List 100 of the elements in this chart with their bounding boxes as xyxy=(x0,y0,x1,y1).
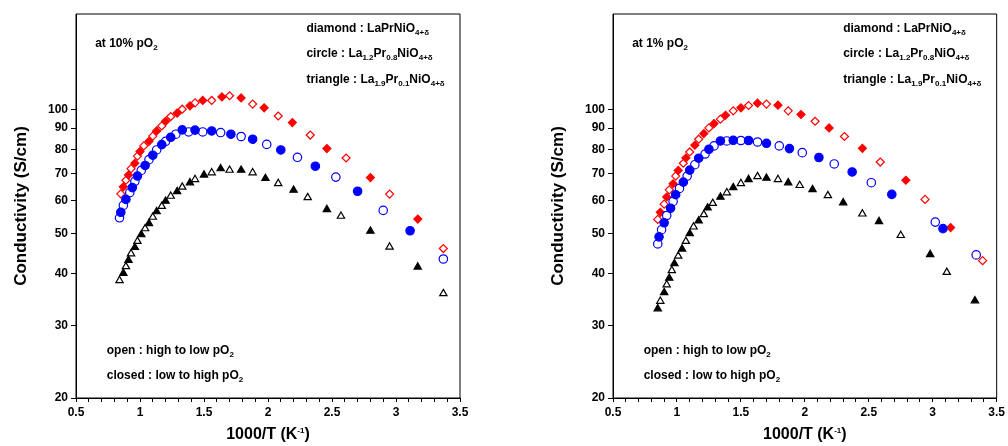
point xyxy=(385,242,394,250)
y-tick-label: 70 xyxy=(54,165,69,180)
point xyxy=(736,103,746,113)
point xyxy=(127,182,138,193)
point xyxy=(774,141,785,151)
annotation: closed : low to high pO$_{2}$ xyxy=(643,368,781,385)
point xyxy=(744,174,753,183)
point xyxy=(274,178,283,187)
y-tick-label: 80 xyxy=(54,141,69,156)
annotation: circle : La$_{1.2}$Pr$_{0.8}$NiO$_{4+δ}$ xyxy=(306,46,433,63)
point xyxy=(673,251,683,259)
point xyxy=(199,170,209,178)
point xyxy=(121,194,131,205)
point xyxy=(689,222,698,230)
x-axis-title: 1000/T (K$^{-1}$) xyxy=(226,425,310,442)
annotation: at 1% pO$_{2}$ xyxy=(632,36,688,53)
point xyxy=(287,118,297,128)
point xyxy=(784,143,795,154)
point xyxy=(207,95,217,106)
point xyxy=(977,256,988,266)
point xyxy=(667,265,677,274)
point xyxy=(259,103,269,113)
point xyxy=(773,100,783,110)
point xyxy=(166,191,175,199)
point xyxy=(783,177,793,186)
point xyxy=(303,192,312,201)
point xyxy=(185,101,195,111)
annotation: triangle : La$_{1.9}$Pr$_{0.1}$NiO$_{4+δ}$ xyxy=(306,72,445,89)
point xyxy=(248,167,257,176)
y-tick-label: 30 xyxy=(54,317,69,332)
point xyxy=(405,225,415,236)
x-tick-label: 1 xyxy=(673,404,681,419)
point xyxy=(670,189,681,200)
point xyxy=(720,110,731,120)
point xyxy=(823,190,833,199)
point xyxy=(942,267,952,275)
x-tick-label: 2.5 xyxy=(323,404,341,419)
point xyxy=(662,279,671,288)
point xyxy=(248,99,258,109)
point xyxy=(378,205,388,216)
annotation: open : high to low pO$_{2}$ xyxy=(643,343,771,360)
point xyxy=(126,164,136,174)
point xyxy=(810,116,820,126)
point xyxy=(133,236,142,244)
point xyxy=(681,236,691,244)
point xyxy=(190,174,200,183)
point xyxy=(165,132,176,143)
point xyxy=(875,157,885,167)
point xyxy=(752,98,763,108)
point xyxy=(814,152,824,163)
x-tick-label: 3 xyxy=(392,404,400,419)
point xyxy=(653,303,662,312)
point xyxy=(276,145,286,155)
point xyxy=(226,129,236,139)
point xyxy=(678,177,689,187)
y-tick-label: 80 xyxy=(591,141,606,156)
point xyxy=(215,127,226,138)
y-tick-label: 20 xyxy=(591,390,606,405)
point xyxy=(677,244,687,252)
annotation: diamond : LaPrNiO$_{4+δ}$ xyxy=(843,20,966,38)
point xyxy=(901,175,911,185)
x-axis-title: 1000/T (K$^{-1}$) xyxy=(763,425,847,442)
point xyxy=(322,143,332,154)
point xyxy=(305,130,315,140)
point xyxy=(130,242,140,251)
y-tick-label: 40 xyxy=(591,265,606,280)
point xyxy=(152,206,161,215)
point xyxy=(665,203,676,213)
point xyxy=(119,268,128,276)
x-tick-label: 2 xyxy=(264,404,272,419)
point xyxy=(829,159,840,169)
point xyxy=(925,249,935,258)
point xyxy=(352,186,363,197)
x-tick-label: 3.5 xyxy=(451,404,469,419)
point xyxy=(715,136,726,146)
point xyxy=(938,223,948,234)
point xyxy=(166,111,176,122)
point xyxy=(659,287,669,296)
point xyxy=(930,217,941,227)
point xyxy=(144,136,154,146)
point xyxy=(261,173,270,182)
point xyxy=(236,165,246,173)
point xyxy=(685,147,695,157)
point xyxy=(172,186,182,195)
point xyxy=(157,201,166,210)
y-tick-label: 90 xyxy=(54,120,69,135)
point xyxy=(178,182,187,190)
annotation: at 10% pO$_{2}$ xyxy=(95,36,158,53)
point xyxy=(886,189,897,200)
annotation: closed : low to high pO$_{2}$ xyxy=(106,368,244,385)
point xyxy=(694,134,704,144)
point xyxy=(148,150,158,160)
point xyxy=(177,104,187,114)
point xyxy=(728,106,738,116)
point xyxy=(130,158,140,168)
point xyxy=(366,226,375,234)
point xyxy=(172,108,182,118)
point xyxy=(681,153,691,163)
point xyxy=(116,189,126,199)
point xyxy=(413,214,423,224)
